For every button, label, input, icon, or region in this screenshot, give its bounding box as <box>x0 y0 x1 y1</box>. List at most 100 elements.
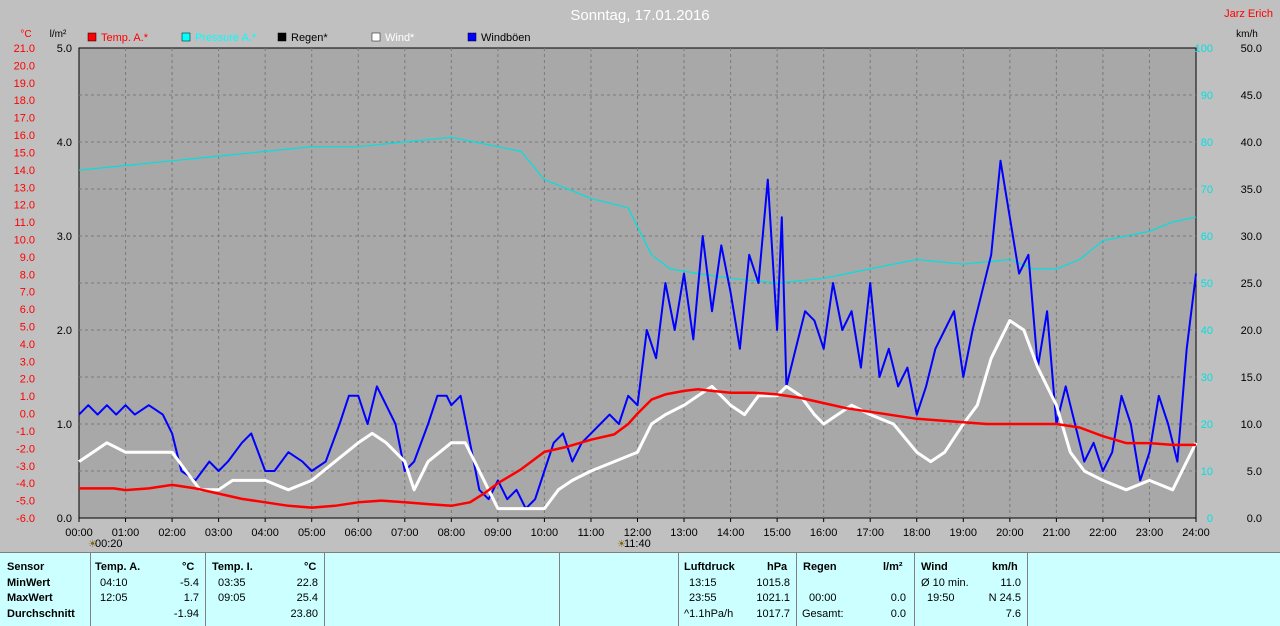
wind-unit: km/h <box>1236 29 1258 40</box>
temp-i-min-time: 03:35 <box>218 577 246 589</box>
pressure-tick-label: 100 <box>1195 43 1213 55</box>
temp-tick-label: 16.0 <box>14 130 35 142</box>
weather-chart: 0.0 5.0 10.0 15.0 20.0 25.0 30.0 35.0 40.0 45.0 50… <box>14 7 1273 550</box>
x-tick-label: 05:00 <box>298 527 326 539</box>
wind-tick-label: 40.0 <box>1241 137 1262 149</box>
legend-label: Temp. A.* <box>101 32 149 44</box>
pressure-tick-label: 70 <box>1201 184 1213 196</box>
temp-tick-label: 10.0 <box>14 234 35 246</box>
x-tick-label: 00:00 <box>65 527 93 539</box>
x-axis: 00:00 01:00 02:00 03:00 04:00 05:00 06:00 07:00… <box>65 518 1210 539</box>
pressure-tick-label: 80 <box>1201 137 1213 149</box>
temp-tick-label: 5.0 <box>20 322 35 334</box>
temp-a-unit: °C <box>182 561 195 573</box>
pressure-tick-label: 10 <box>1201 466 1213 478</box>
min-marker: ☀ 00:20 <box>88 538 123 550</box>
temp-tick-label: 0.0 <box>20 409 35 421</box>
temp-a-min-time: 04:10 <box>100 577 128 589</box>
rain-tick-label: 3.0 <box>57 231 72 243</box>
max-marker: ☀ 11:40 <box>617 538 651 550</box>
pressure-tick-label: 90 <box>1201 90 1213 102</box>
temp-tick-label: -3.0 <box>16 461 35 473</box>
temp-tick-label: 18.0 <box>14 95 35 107</box>
temp-tick-label: 8.0 <box>20 269 35 281</box>
temp-tick-label: 14.0 <box>14 165 35 177</box>
temp-tick-label: 12.0 <box>14 200 35 212</box>
pressure-avg: 1017.7 <box>756 608 790 620</box>
x-tick-label: 15:00 <box>763 527 791 539</box>
x-tick-label: 19:00 <box>950 527 978 539</box>
wind-unit: km/h <box>992 561 1018 573</box>
stats-pressure-col: Luftdruck hPa 13:15 1015.8 23:55 1021.1 … <box>679 553 797 626</box>
wind-tick-label: 5.0 <box>1247 466 1262 478</box>
temp-i-unit: °C <box>304 561 317 573</box>
rain-total-label: Gesamt: <box>802 608 844 620</box>
x-tick-label: 02:00 <box>158 527 186 539</box>
temp-tick-label: 3.0 <box>20 356 35 368</box>
wind-tick-label: 35.0 <box>1241 184 1262 196</box>
temp-tick-label: -4.0 <box>16 478 35 490</box>
stats-temp-a-col: Temp. A. °C 04:10 -5.4 12:05 1.7 -1.94 <box>90 553 206 626</box>
wind-max-val: N 24.5 <box>988 592 1021 604</box>
pressure-header: Luftdruck <box>684 561 735 573</box>
x-tick-label: 21:00 <box>1043 527 1071 539</box>
rain-tick-label: 4.0 <box>57 137 72 149</box>
pressure-min-val: 1015.8 <box>756 577 790 589</box>
wind-header: Wind <box>921 561 948 573</box>
pressure-unit: hPa <box>767 561 788 573</box>
temp-a-header: Temp. A. <box>95 561 141 573</box>
max-marker-icon: ☀ <box>617 539 626 550</box>
chart-svg: 0.0 5.0 10.0 15.0 20.0 25.0 30.0 35.0 40.0 45.0 50… <box>14 7 1273 550</box>
temp-i-max-time: 09:05 <box>218 592 246 604</box>
pressure-trend: ^1.1hPa/h <box>684 608 734 620</box>
x-tick-label: 09:00 <box>484 527 512 539</box>
legend-label: Windböen <box>481 32 531 44</box>
chart-title: Sonntag, 17.01.2016 <box>570 7 709 24</box>
legend-swatch <box>277 32 287 42</box>
wind-tick-label: 25.0 <box>1241 278 1262 290</box>
x-tick-label: 08:00 <box>438 527 466 539</box>
x-tick-label: 17:00 <box>856 527 884 539</box>
x-tick-label: 18:00 <box>903 527 931 539</box>
temp-tick-label: 4.0 <box>20 339 35 351</box>
rain-time: 00:00 <box>809 592 837 604</box>
legend-swatch <box>467 32 477 42</box>
temp-tick-label: 7.0 <box>20 287 35 299</box>
temp-tick-label: -5.0 <box>16 496 35 508</box>
author-label: Jarz Erich <box>1224 8 1273 20</box>
pressure-tick-label: 0 <box>1207 513 1213 525</box>
temp-a-max-time: 12:05 <box>100 592 128 604</box>
temp-i-max-val: 25.4 <box>296 592 318 604</box>
temp-tick-label: 21.0 <box>14 43 35 55</box>
row-min-label: MinWert <box>7 577 51 589</box>
x-tick-label: 06:00 <box>344 527 372 539</box>
x-tick-label: 03:00 <box>205 527 233 539</box>
temp-line <box>79 387 1196 509</box>
temp-tick-label: -1.0 <box>16 426 35 438</box>
wind-max-time: 19:50 <box>927 592 955 604</box>
min-marker-label: 00:20 <box>95 538 123 550</box>
temp-tick-label: 6.0 <box>20 304 35 316</box>
x-tick-label: 12:00 <box>624 527 652 539</box>
rain-unit: l/m² <box>883 561 903 573</box>
temp-tick-label: 15.0 <box>14 147 35 159</box>
temp-tick-label: 20.0 <box>14 60 35 72</box>
row-max-label: MaxWert <box>7 592 53 604</box>
pressure-tick-label: 50 <box>1201 278 1213 290</box>
x-tick-label: 16:00 <box>810 527 838 539</box>
x-tick-label: 24:00 <box>1182 527 1210 539</box>
pressure-max-val: 1021.1 <box>756 592 790 604</box>
rain-tick-label: 1.0 <box>57 419 72 431</box>
temp-tick-label: 19.0 <box>14 78 35 90</box>
temp-a-min-val: -5.4 <box>180 577 199 589</box>
x-tick-label: 01:00 <box>112 527 140 539</box>
pressure-max-time: 23:55 <box>689 592 717 604</box>
row-avg-label: Durchschnitt <box>7 608 75 620</box>
temp-tick-label: 11.0 <box>14 217 35 229</box>
pressure-min-time: 13:15 <box>689 577 717 589</box>
temp-tick-label: 9.0 <box>20 252 35 264</box>
y-axes: 0.0 5.0 10.0 15.0 20.0 25.0 30.0 35.0 40.0 45.0 50… <box>14 43 1262 525</box>
stats-empty-1 <box>325 553 560 626</box>
x-tick-label: 22:00 <box>1089 527 1117 539</box>
temp-tick-label: -6.0 <box>16 513 35 525</box>
